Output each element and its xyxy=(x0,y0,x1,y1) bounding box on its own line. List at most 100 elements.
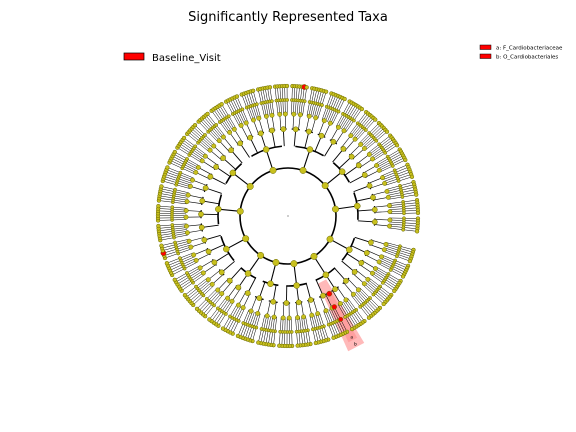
taxon-node xyxy=(295,343,300,348)
branch-line xyxy=(305,116,310,131)
taxon-node xyxy=(396,179,401,183)
branch-line xyxy=(205,155,218,166)
taxon-node xyxy=(366,182,373,189)
branch-line xyxy=(186,201,202,204)
branch-line xyxy=(311,117,316,133)
branch-line xyxy=(292,114,295,130)
taxon-node xyxy=(156,203,161,209)
clade-highlight-b xyxy=(318,279,365,352)
taxon-node xyxy=(301,314,307,320)
taxon-node xyxy=(205,277,211,283)
highlighted-taxon-node xyxy=(338,316,344,322)
taxon-node xyxy=(414,192,419,197)
branch-line xyxy=(332,290,341,304)
taxon-node xyxy=(256,340,261,345)
branch-line xyxy=(257,298,263,314)
branch-line xyxy=(365,170,380,178)
branch-line xyxy=(282,302,285,318)
taxon-node xyxy=(244,270,252,277)
taxon-node xyxy=(277,343,282,348)
taxon-node xyxy=(285,98,290,102)
branch-line xyxy=(196,253,210,261)
branch-line xyxy=(374,205,390,208)
branch-line xyxy=(273,302,277,318)
taxon-node xyxy=(264,313,270,319)
taxon-node xyxy=(392,288,397,294)
taxon-node xyxy=(321,182,329,190)
taxon-node xyxy=(304,85,309,90)
taxon-node xyxy=(332,205,339,213)
branch-line xyxy=(301,301,304,317)
taxon-node xyxy=(198,224,205,231)
branch-line xyxy=(186,210,202,212)
taxon-node xyxy=(286,315,292,321)
branch-line xyxy=(298,114,301,130)
taxon-node xyxy=(318,132,325,139)
taxon-node xyxy=(294,329,299,334)
taxon-node xyxy=(216,138,222,144)
taxon-node xyxy=(366,315,372,320)
taxon-node xyxy=(270,298,277,305)
taxon-node xyxy=(248,308,254,314)
taxon-node xyxy=(164,261,170,266)
taxon-node xyxy=(214,123,219,127)
taxon-node xyxy=(354,202,361,210)
branch-line xyxy=(265,149,274,171)
taxon-node xyxy=(195,164,201,170)
taxon-node xyxy=(415,210,421,216)
taxon-node xyxy=(346,246,353,254)
taxon-node xyxy=(251,117,256,123)
taxon-node xyxy=(229,298,235,304)
branch-line xyxy=(242,294,251,308)
taxon-node xyxy=(323,89,329,94)
taxon-node xyxy=(184,230,190,236)
branch-line xyxy=(218,208,241,212)
taxon-node xyxy=(255,310,261,316)
taxon-node xyxy=(306,113,312,119)
taxon-node xyxy=(364,128,368,132)
taxon-node xyxy=(185,192,191,198)
taxon-node xyxy=(183,214,189,220)
taxon-node xyxy=(277,111,283,117)
highlighted-taxon-node xyxy=(331,304,337,310)
taxon-node xyxy=(414,229,420,234)
taxon-node xyxy=(358,141,364,147)
branch-line xyxy=(223,136,234,149)
taxon-node xyxy=(374,163,380,168)
taxon-node xyxy=(372,266,378,272)
branch-line xyxy=(226,238,246,250)
branch-line xyxy=(266,301,271,316)
taxon-node xyxy=(194,284,198,289)
branch-line xyxy=(335,130,345,144)
taxon-node xyxy=(185,271,189,275)
branch-line xyxy=(253,119,259,135)
branch-line xyxy=(367,250,382,258)
branch-line xyxy=(203,264,216,274)
taxon-node xyxy=(280,315,286,321)
taxon-node xyxy=(188,244,194,250)
taxon-node xyxy=(211,143,217,149)
branch-line xyxy=(335,205,358,210)
branch-line xyxy=(229,132,239,145)
taxon-node xyxy=(387,217,393,223)
taxon-node xyxy=(394,143,400,148)
taxon-node xyxy=(269,112,275,118)
taxon-node xyxy=(269,166,277,174)
branch-line xyxy=(202,160,215,170)
taxon-node xyxy=(219,291,225,297)
taxon-node xyxy=(215,287,221,293)
taxon-node xyxy=(352,118,356,123)
highlighted-taxon-node xyxy=(326,290,333,297)
branch-line xyxy=(189,237,204,242)
taxon-node xyxy=(218,269,225,276)
taxon-node xyxy=(332,286,338,293)
taxon-node xyxy=(211,259,218,266)
taxon-node xyxy=(342,96,347,102)
taxon-node xyxy=(240,107,245,112)
taxon-node xyxy=(203,133,207,137)
branch-line xyxy=(302,149,311,171)
taxon-node xyxy=(228,314,232,319)
taxon-node xyxy=(387,203,392,209)
taxon-node xyxy=(382,180,388,186)
branch-line xyxy=(187,229,203,233)
